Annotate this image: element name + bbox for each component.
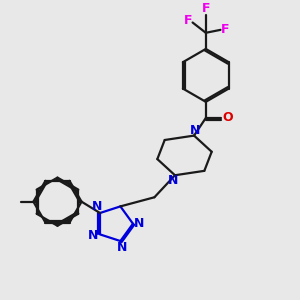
Text: N: N: [134, 217, 145, 230]
Text: N: N: [190, 124, 201, 137]
Text: O: O: [222, 112, 233, 124]
Text: F: F: [202, 2, 210, 15]
Text: N: N: [117, 241, 127, 254]
Text: N: N: [88, 229, 99, 242]
Text: N: N: [92, 200, 102, 213]
Text: N: N: [168, 174, 179, 187]
Text: F: F: [221, 23, 230, 36]
Text: F: F: [184, 14, 192, 27]
